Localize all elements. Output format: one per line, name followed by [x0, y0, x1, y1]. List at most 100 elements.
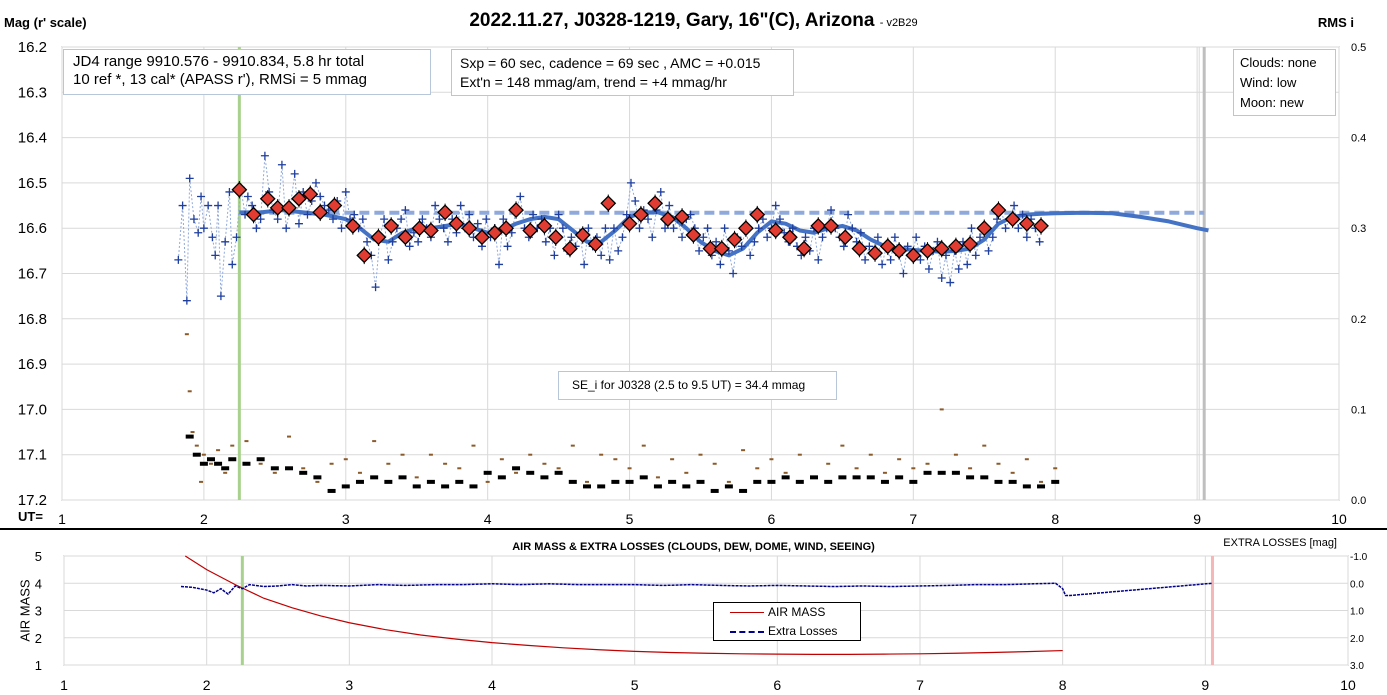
binned-point [1018, 215, 1035, 232]
binned-point [259, 190, 276, 207]
raw-point [329, 215, 338, 224]
binned-point [461, 220, 478, 237]
raw-point [903, 242, 912, 251]
raw-point [614, 246, 623, 255]
raw-point [635, 224, 644, 233]
raw-point [516, 192, 525, 201]
binned-point [962, 236, 979, 252]
binned-point [621, 215, 638, 232]
raw-point [648, 233, 657, 242]
raw-point [384, 255, 393, 264]
y-tick-label: 16.6 [18, 220, 47, 237]
binned-point [726, 231, 743, 248]
raw-point [584, 224, 593, 233]
raw-point [976, 233, 985, 242]
y-tick-label: 16.3 [18, 84, 47, 101]
binned-point [851, 240, 868, 257]
y2-tick-label: 0.1 [1351, 404, 1366, 416]
raw-point [554, 210, 563, 219]
binned-point [383, 218, 400, 234]
raw-point [971, 251, 980, 260]
raw-point [194, 228, 203, 237]
x-tick-label: 8 [1051, 511, 1059, 527]
raw-point [788, 224, 797, 233]
raw-point [182, 296, 191, 305]
raw-point [924, 264, 933, 273]
binned-point [647, 195, 664, 212]
raw-point [631, 197, 640, 206]
raw-point [303, 210, 312, 219]
binned-point [291, 190, 307, 207]
raw-point [878, 260, 887, 269]
binned-point [796, 240, 812, 257]
binned-point [1033, 218, 1049, 234]
conditions-box: Clouds: none Wind: low Moon: new [1233, 49, 1336, 116]
y2-tick-label: 0.0 [1351, 495, 1366, 507]
binned-point [781, 229, 798, 246]
binned-point [702, 240, 719, 257]
raw-point [661, 224, 670, 233]
binned-point [411, 220, 428, 237]
raw-point [337, 224, 346, 233]
binned-point [767, 222, 784, 239]
raw-point [529, 210, 538, 219]
raw-point [1010, 201, 1019, 210]
raw-point [204, 201, 213, 210]
legend-item-airmass: AIR MASS [714, 603, 860, 622]
y-tick-label: 17.2 [18, 492, 47, 509]
raw-point [503, 242, 512, 251]
clouds-text: Clouds: none [1240, 55, 1317, 70]
binned-point [498, 220, 515, 237]
binned-point [231, 181, 248, 198]
raw-point [371, 283, 380, 292]
raw-point [216, 292, 225, 301]
raw-point [899, 269, 908, 278]
airmass-x-tick-label: 1 [60, 677, 68, 693]
raw-point [211, 251, 220, 260]
binned-point [422, 222, 439, 239]
raw-point [316, 192, 325, 201]
raw-point [358, 215, 367, 224]
airmass-title: AIR MASS & EXTRA LOSSES (CLOUDS, DEW, DO… [512, 541, 875, 553]
raw-point [225, 187, 234, 196]
y-tick-label: 17.0 [18, 401, 47, 418]
binned-point [574, 227, 591, 243]
raw-point [622, 210, 631, 219]
x-tick-label: 10 [1331, 511, 1347, 527]
raw-point [456, 201, 465, 210]
airmass-x-tick-label: 2 [203, 677, 211, 693]
raw-point [861, 255, 870, 264]
raw-point [405, 242, 414, 251]
raw-point [946, 278, 955, 287]
raw-point [232, 233, 241, 242]
binned-point [632, 206, 649, 223]
raw-point [716, 260, 725, 269]
y2-tick-label: 0.3 [1351, 223, 1366, 235]
raw-point [350, 210, 359, 219]
chart-title: 2022.11.27, J0328-1219, Gary, 16"(C), Ar… [469, 10, 875, 31]
legend-item-losses: Extra Losses [714, 622, 860, 641]
binned-point [562, 240, 578, 257]
raw-point [963, 260, 972, 269]
y2-tick-label: 0.2 [1351, 314, 1366, 326]
moon-text: Moon: new [1240, 95, 1304, 110]
binned-point [891, 242, 908, 259]
losses-tick-label: 3.0 [1350, 661, 1364, 672]
lightcurve-chart: 1 2 3 4 5 6 7 8 9 10 16.2 16.3 16.4 16.5 16.6 16.7 16.8 1… [0, 39, 1387, 530]
y-tick-label: 16.4 [18, 130, 47, 147]
raw-point [941, 251, 950, 260]
binned-point [1004, 211, 1021, 228]
binned-point [990, 202, 1007, 218]
binned-point [547, 229, 564, 246]
y2-tick-label: 0.5 [1351, 42, 1366, 54]
raw-point [401, 206, 410, 215]
raw-point [228, 260, 237, 269]
raw-point [199, 224, 208, 233]
binned-point [281, 199, 297, 216]
raw-point [984, 246, 993, 255]
raw-point [174, 255, 183, 264]
raw-point [260, 151, 269, 160]
raw-point [695, 246, 704, 255]
raw-point [473, 219, 482, 228]
losses-axis-label: EXTRA LOSSES [mag] [1223, 537, 1337, 549]
